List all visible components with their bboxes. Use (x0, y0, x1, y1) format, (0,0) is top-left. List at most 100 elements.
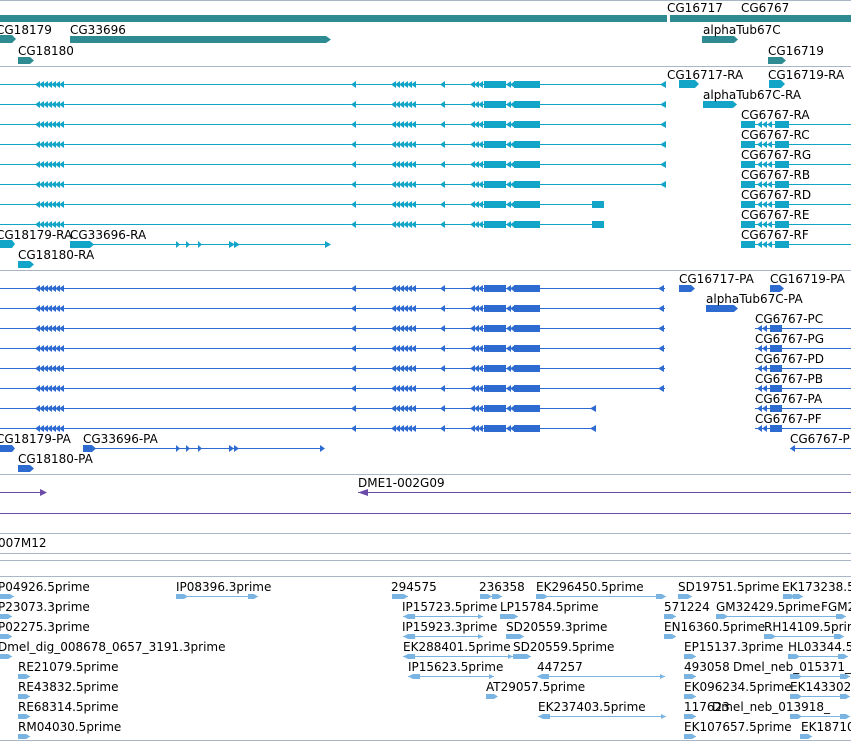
est-feature-25[interactable] (537, 674, 665, 679)
clone-left-partial[interactable] (0, 489, 47, 496)
est-feature-27[interactable] (790, 674, 850, 679)
est-feature-13[interactable] (0, 634, 12, 639)
est-feature-34[interactable] (684, 714, 696, 719)
protein-row-3[interactable] (0, 325, 665, 332)
est-feature-33[interactable] (538, 714, 666, 719)
est-feature-7[interactable] (783, 594, 803, 599)
transcript-label-cg6767-rg[interactable]: CG6767-RG (741, 148, 811, 162)
est-label-17[interactable]: EN16360.5prime (664, 620, 765, 634)
transcript-row-2[interactable] (0, 101, 666, 108)
transcript-row-7[interactable] (0, 201, 604, 208)
est-feature-6[interactable] (678, 594, 692, 599)
est-label-21[interactable]: SD20559.5prime (513, 640, 614, 654)
gene-bar-alphatub67c[interactable] (702, 36, 738, 43)
protein-cg33696-pa[interactable] (83, 445, 325, 452)
est-label-39[interactable]: EK18710 (801, 720, 851, 734)
est-feature-28[interactable] (18, 694, 30, 699)
protein-label-cg6767-pf[interactable]: CG6767-PF (755, 412, 822, 426)
est-feature-38[interactable] (800, 734, 812, 739)
est-label-11[interactable]: 571224 (664, 600, 710, 614)
est-label-9[interactable]: IP15723.5prime (402, 600, 497, 614)
transcript-row-3[interactable] (0, 121, 666, 128)
transcript-row-5[interactable] (0, 161, 666, 168)
est-feature-10[interactable] (500, 614, 518, 619)
transcript-cg6767-row-3[interactable] (741, 161, 851, 168)
transcript-label-cg6767-ra[interactable]: CG6767-RA (741, 108, 810, 122)
est-label-37[interactable]: RM04030.5prime (18, 720, 121, 734)
est-feature-15[interactable] (506, 634, 524, 639)
transcript-label-cg18180-ra[interactable]: CG18180-RA (18, 248, 95, 262)
est-label-25[interactable]: IP15623.5prime (408, 660, 503, 674)
transcript-row-4[interactable] (0, 141, 666, 148)
est-label-24[interactable]: RE21079.5prime (18, 660, 119, 674)
protein-label-cg6767-pd[interactable]: CG6767-PD (755, 352, 824, 366)
transcript-cg6767-row-1[interactable] (741, 121, 851, 128)
transcript-row-6[interactable] (0, 181, 666, 188)
est-label-14[interactable]: P02275.3prime (0, 620, 90, 634)
est-label-22[interactable]: EP15137.3prime (684, 640, 783, 654)
est-feature-21[interactable] (684, 654, 696, 659)
est-label-5[interactable]: EK296450.5prime (536, 580, 644, 594)
protein-label-cg16719-pa[interactable]: CG16719-PA (770, 272, 846, 286)
est-feature-3[interactable] (392, 594, 408, 599)
protein-row-5[interactable] (0, 365, 665, 372)
est-label-28[interactable]: Dmel_neb_015371_ (733, 660, 851, 674)
transcript-cg16717-ra[interactable] (679, 80, 699, 88)
est-label-34[interactable]: EK237403.5prime (538, 700, 646, 714)
transcript-label-cg16717-ra[interactable]: CG16717-RA (667, 68, 744, 82)
transcript-label-cg33696-ra[interactable]: CG33696-RA (70, 228, 147, 242)
gene-bar-cg18179[interactable] (0, 35, 16, 43)
transcript-cg16719-ra[interactable] (769, 80, 785, 88)
protein-label-cg6767-pa[interactable]: CG6767-PA (755, 392, 823, 406)
est-feature-18[interactable] (0, 654, 12, 659)
clone-label-dme1-002g09[interactable]: DME1-002G09 (358, 476, 445, 490)
est-feature-30[interactable] (684, 694, 696, 699)
est-label-3[interactable]: 294575 (391, 580, 437, 594)
protein-label-cg6767-pb[interactable]: CG6767-PB (755, 372, 823, 386)
est-feature-4[interactable] (480, 594, 502, 599)
est-label-30[interactable]: AT29057.5prime (486, 680, 585, 694)
transcript-cg6767-row-4[interactable] (741, 181, 851, 188)
protein-cg16719-pa[interactable] (770, 285, 784, 292)
transcript-cg18179-ra[interactable] (0, 240, 15, 248)
transcript-cg6767-row-2[interactable] (741, 141, 851, 148)
est-label-8[interactable]: P23073.3prime (0, 600, 90, 614)
transcript-label-cg6767-rd[interactable]: CG6767-RD (741, 188, 811, 202)
protein-row-2[interactable] (0, 305, 665, 312)
transcript-label-cg18179-ra[interactable]: CG18179-RA (0, 228, 73, 242)
transcript-label-cg6767-rc[interactable]: CG6767-RC (741, 128, 810, 142)
protein-row-4[interactable] (0, 345, 665, 352)
est-feature-2[interactable] (176, 594, 258, 599)
protein-label-cg16717-pa[interactable]: CG16717-PA (679, 272, 755, 286)
est-feature-1[interactable] (0, 594, 14, 599)
gene-bar-cg18180[interactable] (18, 57, 34, 64)
clone-label-007m12[interactable]: 007M12 (0, 536, 47, 550)
est-label-27[interactable]: 493058 (684, 660, 730, 674)
transcript-cg6767-row-7[interactable] (741, 241, 851, 248)
gene-label-cg6767[interactable]: CG6767 (741, 1, 789, 15)
est-feature-8[interactable] (0, 614, 12, 619)
clone-dme1-002g09[interactable] (358, 489, 851, 496)
gene-label-cg33696[interactable]: CG33696 (70, 23, 126, 37)
gene-label-cg18180[interactable]: CG18180 (18, 44, 74, 58)
est-feature-24[interactable] (408, 674, 494, 679)
protein-row-7[interactable] (0, 405, 596, 412)
est-label-33[interactable]: RE68314.5prime (18, 700, 119, 714)
protein-row-8[interactable] (0, 425, 596, 432)
est-label-1[interactable]: P04926.5prime (0, 580, 90, 594)
protein-label-cg33696-pa[interactable]: CG33696-PA (83, 432, 159, 446)
gene-bar-cg33696[interactable] (70, 36, 331, 43)
est-feature-14[interactable] (403, 634, 483, 639)
est-label-35[interactable]: 117623 (684, 700, 730, 714)
gene-label-cg16719[interactable]: CG16719 (768, 44, 824, 58)
est-label-36[interactable]: Dmel_neb_013918_ (712, 700, 831, 714)
protein-cg6767-row-4[interactable] (755, 385, 851, 392)
est-feature-16[interactable] (664, 634, 676, 639)
transcript-cg33696-ra[interactable] (70, 241, 331, 248)
est-label-10[interactable]: LP15784.5prime (500, 600, 599, 614)
protein-row-1[interactable] (0, 285, 665, 292)
est-feature-9[interactable] (403, 614, 483, 619)
est-label-26[interactable]: 447257 (537, 660, 583, 674)
protein-label-cg6767-pg[interactable]: CG6767-PG (755, 332, 824, 346)
transcript-label-cg6767-re[interactable]: CG6767-RE (741, 208, 809, 222)
